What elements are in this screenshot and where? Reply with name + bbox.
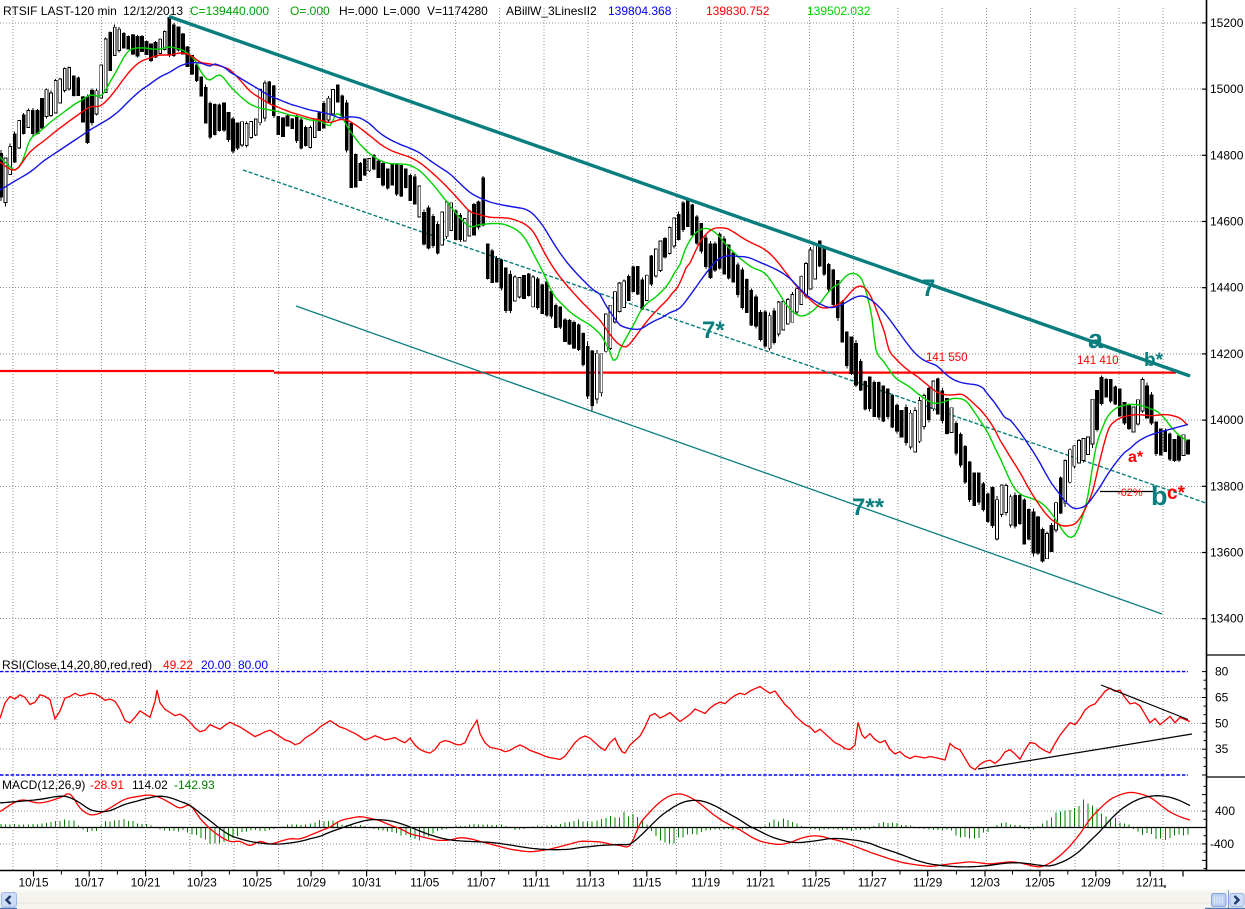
- svg-text:11/25: 11/25: [801, 876, 830, 890]
- svg-text:13400: 13400: [1210, 612, 1244, 626]
- svg-text:12/12/2013: 12/12/2013: [123, 4, 183, 18]
- svg-text:12/09: 12/09: [1081, 876, 1111, 890]
- svg-text:a: a: [1088, 324, 1104, 354]
- svg-text:12/05: 12/05: [1025, 876, 1055, 890]
- svg-text:50: 50: [1215, 716, 1229, 730]
- svg-text:11/07: 11/07: [467, 876, 496, 890]
- svg-text:RSI(Close,14,20,80,red,red): RSI(Close,14,20,80,red,red): [2, 658, 152, 672]
- svg-text:14600: 14600: [1210, 215, 1244, 229]
- svg-text:13600: 13600: [1210, 546, 1244, 560]
- svg-text:-28.91: -28.91: [90, 778, 124, 792]
- svg-text:139804.368: 139804.368: [608, 4, 672, 18]
- svg-text:MACD(12,26,9): MACD(12,26,9): [2, 778, 85, 792]
- svg-text:11/19: 11/19: [691, 876, 720, 890]
- svg-text:10/31: 10/31: [352, 876, 382, 890]
- svg-text:O=.000: O=.000: [290, 4, 330, 18]
- svg-text:-62%: -62%: [1117, 487, 1143, 499]
- svg-text:11/13: 11/13: [576, 876, 605, 890]
- svg-text:11/29: 11/29: [913, 876, 942, 890]
- svg-text:15200: 15200: [1210, 16, 1244, 30]
- svg-text:-400: -400: [1210, 837, 1234, 851]
- svg-text:141 550: 141 550: [926, 352, 968, 364]
- svg-text:10/15: 10/15: [18, 876, 48, 890]
- svg-text:80.00: 80.00: [238, 658, 268, 672]
- svg-text:114.02: 114.02: [132, 778, 168, 792]
- svg-text:49.22: 49.22: [163, 658, 193, 672]
- svg-text:-142.93: -142.93: [174, 778, 215, 792]
- svg-text:15000: 15000: [1210, 82, 1244, 96]
- svg-text:14200: 14200: [1210, 347, 1244, 361]
- svg-text:14000: 14000: [1210, 413, 1244, 427]
- svg-text:L=.000: L=.000: [383, 4, 420, 18]
- svg-text:7: 7: [922, 275, 935, 302]
- svg-text:65: 65: [1215, 691, 1229, 705]
- svg-text:400: 400: [1215, 804, 1235, 818]
- svg-text:20.00: 20.00: [201, 658, 231, 672]
- svg-text:7**: 7**: [852, 494, 885, 521]
- svg-text:141 410: 141 410: [1077, 355, 1119, 367]
- svg-text:139830.752: 139830.752: [706, 4, 770, 18]
- svg-text:V=1174280: V=1174280: [427, 4, 488, 18]
- svg-text:b: b: [1151, 481, 1168, 511]
- svg-text:c*: c*: [1167, 483, 1186, 504]
- svg-text:10/21: 10/21: [131, 876, 161, 890]
- svg-text:12/11: 12/11: [1136, 876, 1165, 890]
- svg-text:b*: b*: [1144, 350, 1164, 371]
- svg-text:11/05: 11/05: [410, 876, 439, 890]
- svg-text:RTSIF LAST-120 min: RTSIF LAST-120 min: [3, 4, 117, 18]
- svg-text:10/25: 10/25: [242, 876, 272, 890]
- svg-text:11/27: 11/27: [858, 876, 887, 890]
- svg-text:35: 35: [1215, 742, 1229, 756]
- svg-text:139502.032: 139502.032: [807, 4, 871, 18]
- svg-text:10/23: 10/23: [187, 876, 217, 890]
- svg-text:13800: 13800: [1210, 479, 1244, 493]
- svg-text:C=139440.000: C=139440.000: [190, 4, 269, 18]
- svg-text:7*: 7*: [702, 317, 725, 344]
- svg-text:11/11: 11/11: [522, 876, 551, 890]
- svg-text:80: 80: [1215, 665, 1229, 679]
- svg-text:a*: a*: [1128, 449, 1144, 466]
- svg-text:14400: 14400: [1210, 281, 1244, 295]
- svg-text:12/03: 12/03: [970, 876, 1000, 890]
- svg-text:ABillW_3LinesII2: ABillW_3LinesII2: [506, 4, 597, 18]
- svg-text:10/17: 10/17: [74, 876, 104, 890]
- svg-text:10/29: 10/29: [296, 876, 326, 890]
- svg-text:14800: 14800: [1210, 148, 1244, 162]
- svg-text:11/21: 11/21: [746, 876, 775, 890]
- svg-text:11/15: 11/15: [632, 876, 661, 890]
- svg-text:H=.000: H=.000: [339, 4, 378, 18]
